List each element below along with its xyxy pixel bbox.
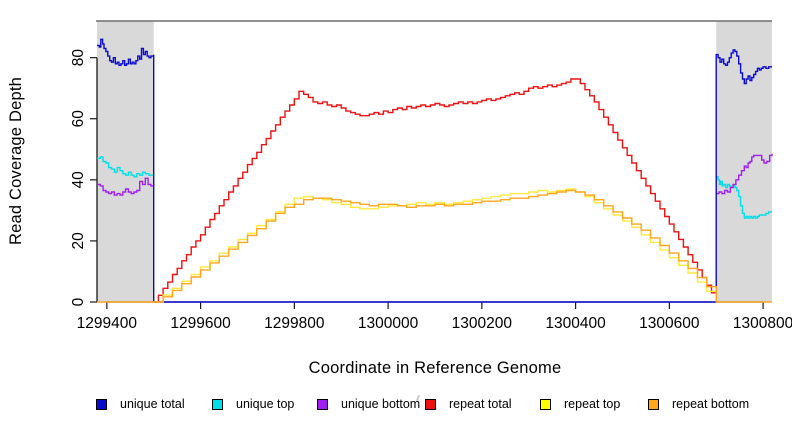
series-line-unique-top [97,156,155,178]
x-tick-label: 1300600 [639,315,700,332]
x-tick-label: 1299400 [77,315,138,332]
series-line-unique-top [716,176,772,219]
x-tick-label: 1300200 [452,315,513,332]
y-tick-label: 80 [70,49,87,67]
x-tick-label: 1299600 [170,315,231,332]
series-line-unique-bottom [97,177,155,196]
x-tick-label: 1300400 [545,315,606,332]
y-tick-label: 40 [70,171,87,189]
y-axis-title: Read Coverage Depth [7,77,25,245]
x-axis-title: Coordinate in Reference Genome [308,359,562,377]
y-tick-label: 0 [70,297,87,306]
y-tick-label: 60 [70,110,87,128]
series-line-unique-total [97,38,772,303]
x-tick-label: 1300800 [733,315,792,332]
y-tick-label: 20 [70,232,87,250]
series-line-unique-bottom [716,153,773,195]
x-tick-label: 1299800 [264,315,325,332]
series-line-repeat-total [153,78,717,303]
series-line-repeat-bottom [97,189,772,303]
x-tick-label: 1300000 [358,315,419,332]
